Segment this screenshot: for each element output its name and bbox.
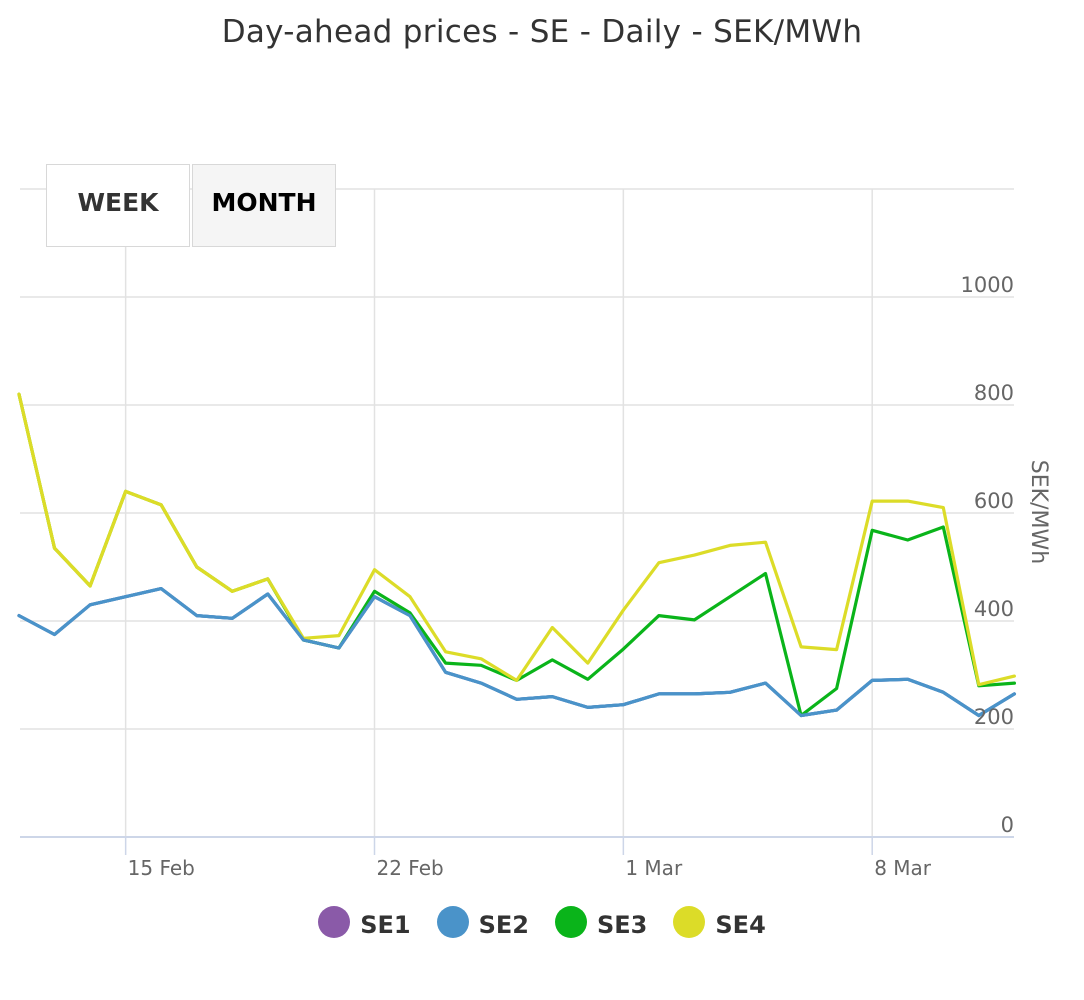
legend-marker-se1	[318, 906, 351, 938]
x-tick-label: 1 Mar	[625, 856, 683, 880]
y-tick-label: 600	[974, 489, 1014, 513]
legend-label-se3: SE3	[597, 911, 648, 939]
legend: SE1 SE2 SE3 SE4	[0, 905, 1084, 939]
y-tick-label: 800	[974, 381, 1014, 405]
series-line-se3[interactable]	[17, 392, 1017, 718]
legend-label-se2: SE2	[478, 911, 529, 939]
legend-marker-se4	[673, 906, 706, 938]
series-line-se2-overlay	[17, 586, 1017, 718]
legend-marker-se2	[436, 906, 469, 938]
y-tick-label: 200	[974, 705, 1014, 729]
x-tick-label: 22 Feb	[377, 856, 444, 880]
x-tick-label: 15 Feb	[128, 856, 195, 880]
x-tick-labels: 15 Feb 22 Feb 1 Mar 8 Mar	[128, 856, 932, 880]
y-tick-label: 0	[1001, 813, 1014, 837]
series-segment-se4-overlap	[52, 546, 92, 588]
chart-title: Day-ahead prices - SE - Daily - SEK/MWh	[221, 14, 863, 50]
legend-item-se3[interactable]: SE3	[555, 905, 647, 939]
legend-label-se4: SE4	[715, 911, 766, 939]
series-segment-se4-overlap	[17, 392, 57, 550]
series-line-se1[interactable]	[17, 586, 1017, 718]
week-button[interactable]: WEEK	[46, 164, 190, 247]
series-segment-se4-overlap	[195, 565, 234, 593]
y-axis-label: SEK/MWh	[1026, 460, 1051, 564]
series-line-se2[interactable]	[17, 586, 1017, 718]
y-tick-label: 400	[974, 597, 1014, 621]
range-selector: WEEK MONTH	[46, 164, 336, 247]
series-segment-se4-overlap	[230, 577, 270, 593]
legend-marker-se3	[555, 906, 587, 938]
series-segment-se4-overlap	[88, 489, 128, 588]
legend-item-se4[interactable]: SE4	[673, 905, 766, 939]
series-line-se4[interactable]	[17, 392, 1017, 687]
y-tick-label: 1000	[961, 273, 1014, 297]
series-segment-se4-overlap	[159, 503, 199, 569]
grid-lines	[20, 188, 1014, 837]
series-segment-se4-overlap	[124, 489, 163, 507]
month-button[interactable]: MONTH	[192, 164, 336, 247]
legend-item-se1[interactable]: SE1	[318, 905, 411, 939]
legend-item-se2[interactable]: SE2	[436, 905, 529, 939]
series-lines	[17, 392, 1017, 718]
y-tick-labels: 0 200 400 600 800 1000	[961, 273, 1014, 837]
legend-label-se1: SE1	[360, 911, 411, 939]
x-tick-label: 8 Mar	[874, 856, 932, 880]
x-axis	[20, 836, 1014, 855]
